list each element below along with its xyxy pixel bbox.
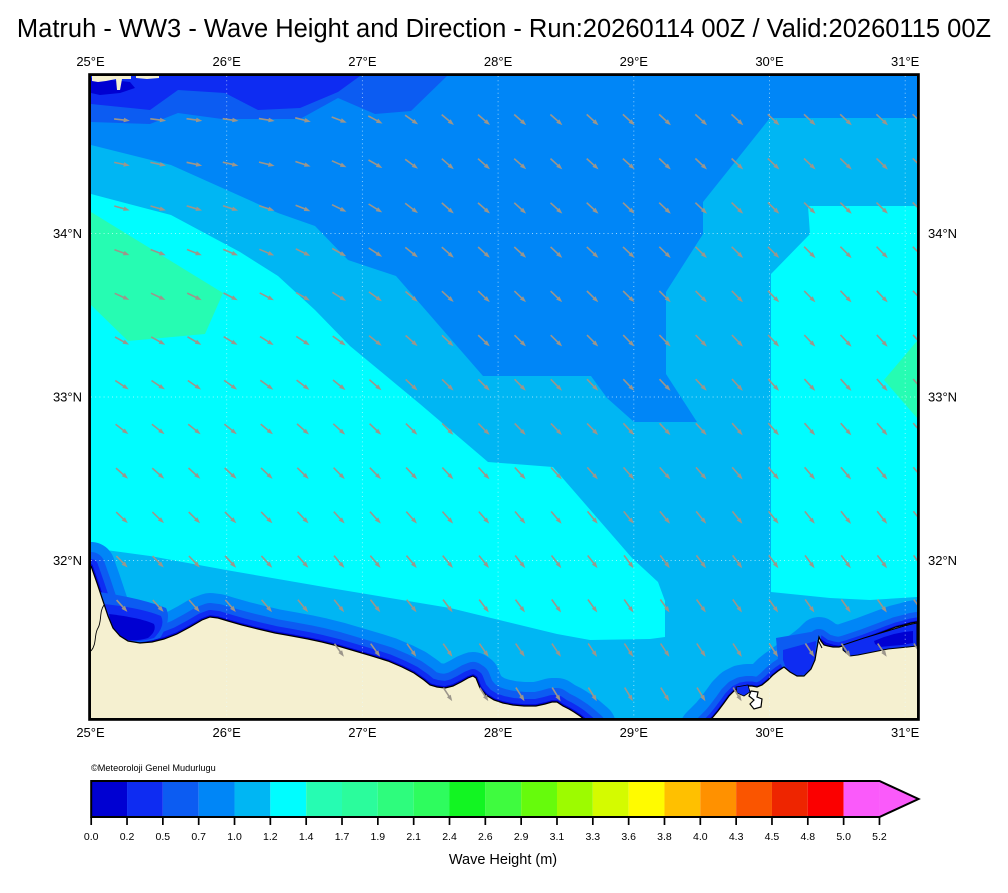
svg-text:34°N: 34°N: [928, 226, 957, 241]
svg-text:©Meteoroloji Genel Mudurlugu: ©Meteoroloji Genel Mudurlugu: [91, 763, 216, 773]
svg-text:5.2: 5.2: [872, 831, 887, 843]
svg-text:26°E: 26°E: [213, 725, 242, 740]
svg-text:2.1: 2.1: [406, 831, 421, 843]
svg-text:0.5: 0.5: [156, 831, 171, 843]
svg-text:1.4: 1.4: [299, 831, 314, 843]
svg-text:29°E: 29°E: [620, 725, 649, 740]
svg-text:Matruh - WW3 - Wave Height and: Matruh - WW3 - Wave Height and Direction…: [17, 15, 991, 43]
svg-text:3.6: 3.6: [621, 831, 636, 843]
svg-text:3.8: 3.8: [657, 831, 672, 843]
svg-text:28°E: 28°E: [484, 54, 513, 69]
svg-text:33°N: 33°N: [928, 390, 957, 405]
svg-text:31°E: 31°E: [891, 725, 920, 740]
svg-text:30°E: 30°E: [755, 54, 784, 69]
svg-text:27°E: 27°E: [348, 725, 377, 740]
svg-text:4.0: 4.0: [693, 831, 708, 843]
svg-text:33°N: 33°N: [53, 390, 82, 405]
svg-text:28°E: 28°E: [484, 725, 513, 740]
svg-text:25°E: 25°E: [76, 725, 105, 740]
svg-text:2.9: 2.9: [514, 831, 529, 843]
svg-text:3.1: 3.1: [550, 831, 565, 843]
svg-text:26°E: 26°E: [213, 54, 242, 69]
svg-text:32°N: 32°N: [53, 553, 82, 568]
svg-text:0.7: 0.7: [191, 831, 206, 843]
svg-text:27°E: 27°E: [348, 54, 377, 69]
svg-text:3.3: 3.3: [586, 831, 601, 843]
svg-text:32°N: 32°N: [928, 553, 957, 568]
svg-text:1.9: 1.9: [371, 831, 386, 843]
svg-text:0.2: 0.2: [120, 831, 135, 843]
svg-text:2.6: 2.6: [478, 831, 493, 843]
svg-text:34°N: 34°N: [53, 226, 82, 241]
svg-text:5.0: 5.0: [836, 831, 851, 843]
svg-text:4.5: 4.5: [765, 831, 780, 843]
svg-text:29°E: 29°E: [620, 54, 649, 69]
svg-text:1.0: 1.0: [227, 831, 242, 843]
svg-text:1.7: 1.7: [335, 831, 350, 843]
svg-text:2.4: 2.4: [442, 831, 457, 843]
svg-text:4.8: 4.8: [800, 831, 815, 843]
svg-text:31°E: 31°E: [891, 54, 920, 69]
svg-text:0.0: 0.0: [84, 831, 99, 843]
svg-text:25°E: 25°E: [76, 54, 105, 69]
svg-text:Wave Height (m): Wave Height (m): [449, 852, 557, 868]
svg-text:1.2: 1.2: [263, 831, 278, 843]
svg-text:30°E: 30°E: [755, 725, 784, 740]
svg-text:4.3: 4.3: [729, 831, 744, 843]
